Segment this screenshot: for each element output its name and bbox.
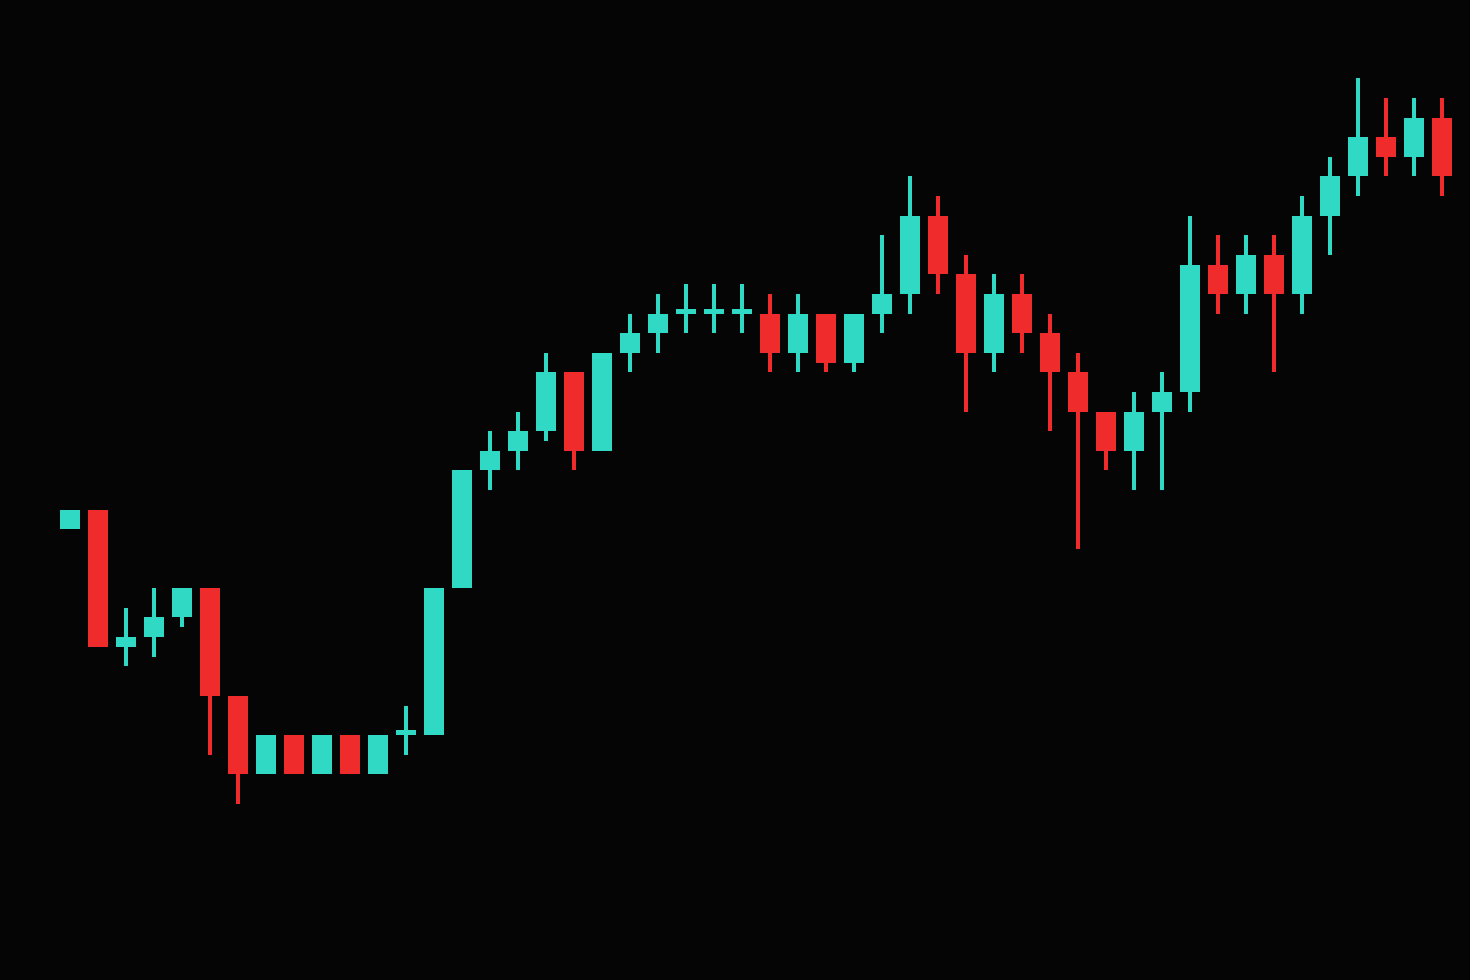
candle-body <box>396 730 416 735</box>
candle-body <box>424 588 444 735</box>
candle-body <box>900 216 920 294</box>
candlestick-chart <box>0 0 1470 980</box>
candle-body <box>88 510 108 647</box>
candle-body <box>1152 392 1172 412</box>
candle-body <box>1404 118 1424 157</box>
candle-wick <box>1048 314 1052 432</box>
candle-body <box>648 314 668 334</box>
candle-body <box>1348 137 1368 176</box>
candle-body <box>508 431 528 451</box>
candle-body <box>1096 412 1116 451</box>
candle-body <box>200 588 220 696</box>
candle-body <box>704 309 724 314</box>
candle-body <box>844 314 864 363</box>
candle-body <box>1292 216 1312 294</box>
candle-body <box>116 637 136 647</box>
candle-wick <box>1160 372 1164 490</box>
candle-body <box>1180 265 1200 392</box>
candle-body <box>172 588 192 617</box>
candle-body <box>312 735 332 774</box>
candle-body <box>1068 372 1088 411</box>
candle-body <box>1124 412 1144 451</box>
candle-body <box>452 470 472 588</box>
candle-body <box>760 314 780 353</box>
candle-body <box>592 353 612 451</box>
candle-body <box>480 451 500 471</box>
candle-body <box>872 294 892 314</box>
candle-body <box>620 333 640 353</box>
candle-body <box>788 314 808 353</box>
candle-body <box>1376 137 1396 157</box>
candle-body <box>1040 333 1060 372</box>
candle-body <box>1012 294 1032 333</box>
candle-body <box>1236 255 1256 294</box>
candle-body <box>144 617 164 637</box>
candle-body <box>676 309 696 314</box>
candle-body <box>732 309 752 314</box>
candle-body <box>984 294 1004 353</box>
candle-body <box>536 372 556 431</box>
candle-body <box>816 314 836 363</box>
candle-body <box>1432 118 1452 177</box>
candle-body <box>60 510 80 530</box>
candle-body <box>284 735 304 774</box>
candle-body <box>368 735 388 774</box>
candle-body <box>1264 255 1284 294</box>
candle-body <box>228 696 248 774</box>
candle-body <box>256 735 276 774</box>
candle-body <box>340 735 360 774</box>
candle-body <box>1208 265 1228 294</box>
candle-wick <box>880 235 884 333</box>
candle-body <box>564 372 584 450</box>
candle-body <box>928 216 948 275</box>
candle-body <box>1320 176 1340 215</box>
candle-body <box>956 274 976 352</box>
